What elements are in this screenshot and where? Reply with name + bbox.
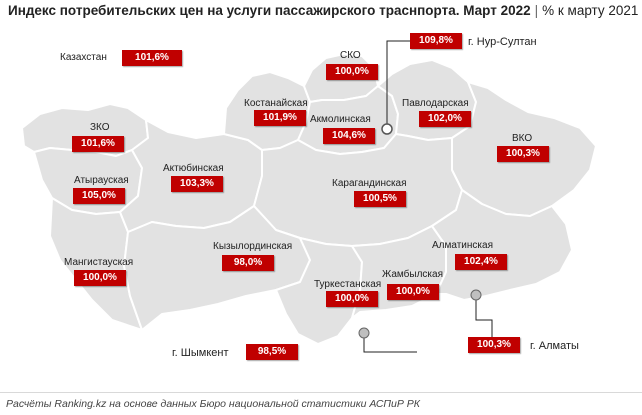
value-vko: 100,3% (497, 146, 549, 162)
marker-nursultan (381, 123, 393, 135)
value-atyrau: 105,0% (73, 188, 125, 204)
label-akmola: Акмолинская (310, 114, 371, 125)
label-pavlodar: Павлодарская (402, 98, 469, 109)
leader-shymkent (363, 334, 417, 353)
label-kyzylorda: Кызылординская (213, 241, 293, 252)
label-atyrau: Атырауская (74, 175, 129, 186)
value-mangistau: 100,0% (74, 270, 126, 286)
label-karaganda: Карагандинская (332, 178, 407, 189)
marker-almaty (470, 289, 482, 301)
label-mangistau: Мангистауская (64, 257, 134, 268)
value-akmola: 104,6% (323, 128, 375, 144)
title-subtitle: % к марту 2021 (542, 3, 639, 18)
value-kostanay: 101,9% (254, 110, 306, 126)
value-shymkent: 98,5% (246, 344, 298, 360)
value-karaganda: 100,5% (354, 191, 406, 207)
value-kyzylorda: 98,0% (222, 255, 274, 271)
leader-almaty (475, 296, 493, 337)
label-zhambyl: Жамбылская (382, 269, 443, 280)
value-almaty-city: 100,3% (468, 337, 520, 353)
marker-shymkent (358, 327, 370, 339)
label-vko: ВКО (512, 133, 533, 144)
footer-divider (0, 392, 642, 393)
label-almaty-city: г. Алматы (530, 340, 579, 352)
label-kostanay: Костанайская (244, 98, 308, 109)
value-zhambyl: 100,0% (387, 284, 439, 300)
leader-lines (363, 40, 493, 353)
label-almaty-region: Алматинская (432, 240, 493, 251)
value-kazakhstan: 101,6% (122, 50, 182, 66)
label-kazakhstan: Казахстан (60, 52, 107, 63)
title-separator: | (534, 3, 539, 18)
label-nursultan: г. Нур-Султан (468, 36, 537, 48)
value-turkestan: 100,0% (326, 291, 378, 307)
label-aktobe: Актюбинская (163, 163, 224, 174)
value-aktobe: 103,3% (171, 176, 223, 192)
label-sko: СКО (340, 50, 361, 61)
label-shymkent: г. Шымкент (172, 347, 229, 359)
value-zko: 101,6% (72, 136, 124, 152)
value-nursultan: 109,8% (410, 33, 462, 49)
chart-title: Индекс потребительских цен на услуги пас… (8, 3, 638, 18)
label-turkestan: Туркестанская (314, 279, 382, 290)
value-almaty-region: 102,4% (455, 254, 507, 270)
value-pavlodar: 102,0% (419, 111, 471, 127)
label-zko: ЗКО (90, 122, 110, 133)
source-note: Расчёты Ranking.kz на основе данных Бюро… (6, 398, 420, 410)
leader-nursultan (386, 40, 410, 127)
value-sko: 100,0% (326, 64, 378, 80)
title-main: Индекс потребительских цен на услуги пас… (8, 3, 531, 18)
